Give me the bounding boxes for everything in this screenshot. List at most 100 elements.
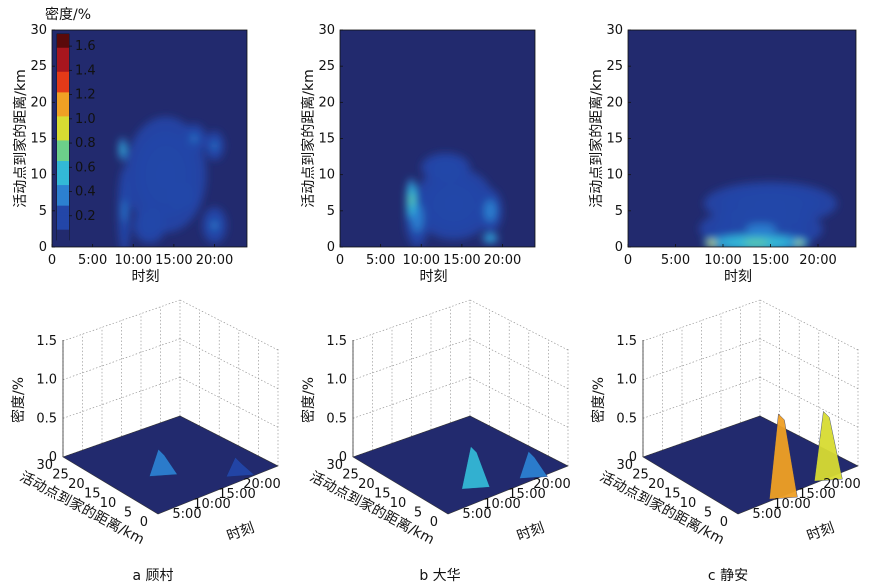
colorbar-segment [57, 34, 69, 38]
density-blob [796, 241, 802, 246]
distance-tick-label: 20 [358, 477, 375, 492]
colorbar-tick-label: 0.6 [75, 160, 96, 175]
z-tick-label: 0.5 [36, 411, 57, 426]
x-axis-label: 时刻 [724, 269, 752, 285]
x-tick-label: 5:00 [78, 253, 107, 268]
x-tick-label: 10:00 [115, 253, 152, 268]
colorbar-segment [57, 137, 69, 141]
y-tick-label: 10 [318, 168, 335, 183]
colorbar-segment [57, 188, 69, 193]
distance-tick-label: 5 [124, 506, 132, 521]
distance-tick-label: 20 [68, 477, 85, 492]
colorbar-segment [57, 181, 69, 186]
colorbar-segment [57, 167, 69, 172]
colorbar-segment [57, 229, 69, 234]
colorbar-segment [57, 143, 69, 148]
density-blob [487, 205, 494, 217]
colorbar-segment [57, 233, 69, 238]
colorbar-segment [57, 106, 69, 111]
y-tick-label: 20 [30, 95, 47, 110]
density-blob [439, 163, 452, 172]
density-blob [212, 142, 217, 150]
surface-peak [225, 457, 255, 478]
surface-peak [814, 410, 843, 482]
x-tick-label: 0 [624, 253, 632, 268]
z-tick-label: 1.5 [36, 334, 57, 349]
distance-tick-label: 15 [664, 487, 681, 502]
time-tick-label: 5:00 [172, 507, 201, 522]
x-axis-label: 时刻 [420, 269, 448, 285]
colorbar-segment [57, 116, 69, 121]
y-axis-label: 活动点到家的距离/km [300, 69, 317, 207]
colorbar-segment [57, 209, 69, 214]
x-tick-label: 20:00 [196, 253, 233, 268]
time-tick-label: 10:00 [193, 497, 230, 512]
density-blob [145, 220, 154, 230]
density-blob [211, 220, 218, 230]
caption-c: c 静安 [708, 568, 748, 584]
y-tick-label: 30 [30, 23, 47, 38]
density-blob [753, 198, 788, 210]
distance-tick-label: 25 [52, 468, 69, 483]
distance-tick-label: 15 [84, 487, 101, 502]
colorbar-segment [57, 147, 69, 152]
y-tick-label: 5 [39, 204, 47, 219]
colorbar-segment [57, 112, 69, 117]
heatmap-panel-c: 0 5 10 15 20 25 30 0 5:00 10:00 15:00 20:00 时刻 活动点到家的… [588, 23, 857, 285]
distance-tick-label: 5 [414, 506, 422, 521]
density-blob [443, 194, 464, 213]
x-tick-label: 0 [48, 253, 56, 268]
colorbar-segment [57, 215, 69, 220]
colorbar-segment [57, 198, 69, 203]
density-blob [488, 236, 493, 241]
x-tick-label: 10:00 [704, 253, 741, 268]
time-tick-label: 20:00 [823, 477, 860, 492]
colorbar-segment [57, 58, 69, 62]
caption-a: a 顾村 [132, 568, 173, 584]
colorbar-segment [57, 226, 69, 231]
surface-peak [149, 448, 178, 477]
y-tick-label: 25 [606, 59, 623, 74]
density-blob [155, 160, 176, 190]
y-tick-label: 0 [327, 240, 335, 255]
density-blob [122, 199, 127, 222]
distance-tick-label: 30 [326, 458, 343, 473]
time-tick-label: 5:00 [462, 507, 491, 522]
density-blob [709, 241, 714, 246]
density-blob [409, 194, 414, 206]
colorbar-segment [57, 154, 69, 159]
colorbar-segment [57, 150, 69, 155]
y-tick-label: 10 [606, 168, 623, 183]
z-tick-label: 1.0 [616, 373, 637, 388]
colorbar-segment [57, 85, 69, 90]
x-tick-label: 15:00 [155, 253, 192, 268]
colorbar-tick-label: 0.4 [75, 185, 96, 200]
colorbar-tick-label: 0.8 [75, 136, 96, 151]
colorbar: 密度/% 1.6 1.4 1.2 1.0 0.8 0.6 0.4 0.2 [45, 6, 96, 241]
x-tick-label: 20:00 [484, 253, 521, 268]
density-blob [191, 134, 198, 143]
colorbar-segment [57, 212, 69, 217]
colorbar-segment [57, 92, 69, 97]
colorbar-segment [57, 78, 69, 83]
heatmap-panel-b: 0 5 10 15 20 25 30 0 5:00 10:00 15:00 20:00 时刻 活动点到家的… [300, 23, 536, 285]
colorbar-segment [57, 99, 69, 104]
z-axis-label: 密度/% [300, 377, 317, 423]
distance-tick-label: 10 [390, 496, 407, 511]
colorbar-tick-label: 0.2 [75, 209, 96, 224]
time-tick-label: 10:00 [483, 497, 520, 512]
colorbar-segment [57, 51, 69, 56]
colorbar-segment [57, 164, 69, 169]
colorbar-segment [57, 123, 69, 128]
distance-tick-label: 20 [648, 477, 665, 492]
x-tick-label: 20:00 [799, 253, 836, 268]
y-axis-label: 活动点到家的距离/km [588, 69, 605, 207]
colorbar-segment [57, 82, 69, 86]
colorbar-segment [57, 54, 69, 59]
time-tick-label: 20:00 [243, 477, 280, 492]
heatmap-panel-a: 0 5 10 15 20 25 30 0 5:00 10:00 15:00 20:00 时刻 活动点到家的… [12, 23, 248, 285]
time-tick-label: 20:00 [533, 477, 570, 492]
